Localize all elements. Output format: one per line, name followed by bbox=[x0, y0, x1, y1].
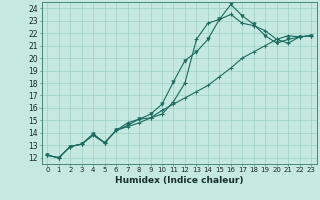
X-axis label: Humidex (Indice chaleur): Humidex (Indice chaleur) bbox=[115, 176, 244, 185]
